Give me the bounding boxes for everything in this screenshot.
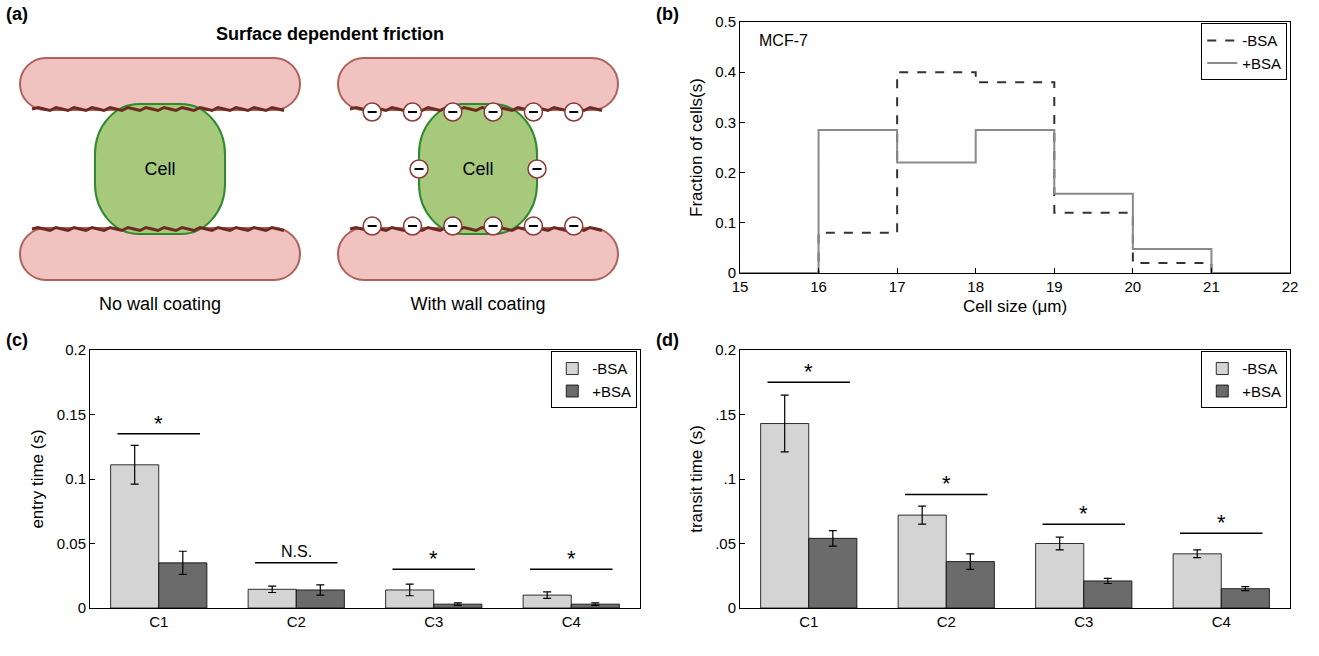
svg-text:0: 0 xyxy=(78,599,86,616)
svg-text:MCF-7: MCF-7 xyxy=(759,32,808,49)
svg-text:*: * xyxy=(942,471,951,496)
svg-text:0.5: 0.5 xyxy=(715,13,736,30)
svg-text:*: * xyxy=(1079,501,1088,526)
svg-text:C1: C1 xyxy=(799,613,818,630)
svg-text:17: 17 xyxy=(889,278,906,295)
svg-text:No wall coating: No wall coating xyxy=(99,294,221,314)
svg-text:*: * xyxy=(567,546,576,571)
svg-text:.05: .05 xyxy=(715,535,736,552)
svg-text:-BSA: -BSA xyxy=(592,360,627,377)
svg-text:With wall coating: With wall coating xyxy=(410,294,545,314)
svg-text:+BSA: +BSA xyxy=(1242,383,1281,400)
svg-text:+BSA: +BSA xyxy=(592,383,631,400)
svg-text:0.2: 0.2 xyxy=(65,341,86,358)
svg-text:N.S.: N.S. xyxy=(281,543,312,560)
html-text:(a): (a) xyxy=(6,4,28,24)
svg-text:C4: C4 xyxy=(1212,613,1231,630)
svg-text:C3: C3 xyxy=(1074,613,1093,630)
svg-text:Cell: Cell xyxy=(462,159,493,179)
svg-text:16: 16 xyxy=(810,278,827,295)
html-text:(b): (b) xyxy=(656,4,679,24)
svg-text:transit time (s): transit time (s) xyxy=(687,425,706,533)
svg-text:Surface dependent friction: Surface dependent friction xyxy=(216,24,444,44)
svg-text:0: 0 xyxy=(728,599,736,616)
svg-text:*: * xyxy=(154,411,163,436)
svg-text:Cell: Cell xyxy=(144,159,175,179)
svg-text:.1: .1 xyxy=(723,470,736,487)
svg-text:.15: .15 xyxy=(715,406,736,423)
svg-text:*: * xyxy=(1217,510,1226,535)
svg-text:19: 19 xyxy=(1046,278,1063,295)
svg-text:18: 18 xyxy=(967,278,984,295)
svg-text:0.2: 0.2 xyxy=(715,164,736,181)
svg-text:Cell size (μm): Cell size (μm) xyxy=(963,297,1067,316)
svg-text:15: 15 xyxy=(732,278,749,295)
svg-text:0.05: 0.05 xyxy=(57,535,86,552)
svg-text:0.15: 0.15 xyxy=(57,406,86,423)
svg-text:C2: C2 xyxy=(937,613,956,630)
svg-text:Fraction of cells(s): Fraction of cells(s) xyxy=(687,78,706,217)
svg-text:0.3: 0.3 xyxy=(715,114,736,131)
svg-text:20: 20 xyxy=(1125,278,1142,295)
svg-text:0.4: 0.4 xyxy=(715,63,736,80)
svg-text:0: 0 xyxy=(728,264,736,281)
svg-text:*: * xyxy=(804,359,813,384)
svg-text:C1: C1 xyxy=(149,613,168,630)
svg-text:*: * xyxy=(429,546,438,571)
svg-text:21: 21 xyxy=(1203,278,1220,295)
svg-text:-BSA: -BSA xyxy=(1242,360,1277,377)
svg-text:C2: C2 xyxy=(287,613,306,630)
html-text:(c): (c) xyxy=(6,330,28,350)
html-text:(d): (d) xyxy=(656,330,679,350)
svg-text:entry time (s): entry time (s) xyxy=(28,429,47,528)
svg-text:C4: C4 xyxy=(562,613,581,630)
svg-text:C3: C3 xyxy=(424,613,443,630)
svg-text:22: 22 xyxy=(1282,278,1299,295)
svg-text:0.2: 0.2 xyxy=(715,341,736,358)
svg-text:+BSA: +BSA xyxy=(1242,55,1281,72)
svg-text:0.1: 0.1 xyxy=(65,470,86,487)
svg-text:-BSA: -BSA xyxy=(1242,32,1277,49)
svg-text:0.1: 0.1 xyxy=(715,214,736,231)
